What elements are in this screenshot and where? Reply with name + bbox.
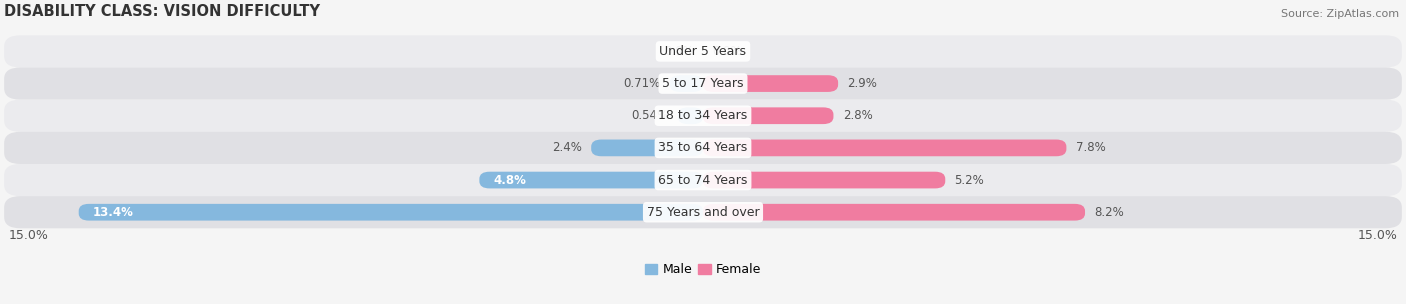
Text: 5.2%: 5.2% [955,174,984,187]
Text: 75 Years and over: 75 Years and over [647,206,759,219]
FancyBboxPatch shape [4,196,1402,228]
FancyBboxPatch shape [703,140,1066,156]
FancyBboxPatch shape [4,67,1402,100]
FancyBboxPatch shape [4,164,1402,196]
Text: 65 to 74 Years: 65 to 74 Years [658,174,748,187]
Text: 15.0%: 15.0% [8,229,49,242]
FancyBboxPatch shape [703,172,945,188]
Text: 18 to 34 Years: 18 to 34 Years [658,109,748,122]
Text: 4.8%: 4.8% [494,174,526,187]
FancyBboxPatch shape [479,172,703,188]
Text: 5 to 17 Years: 5 to 17 Years [662,77,744,90]
FancyBboxPatch shape [4,35,1402,67]
Text: 0.54%: 0.54% [631,109,668,122]
Text: 0.0%: 0.0% [713,45,742,58]
FancyBboxPatch shape [591,140,703,156]
FancyBboxPatch shape [703,107,834,124]
Text: 2.8%: 2.8% [842,109,873,122]
FancyBboxPatch shape [4,132,1402,164]
Text: 35 to 64 Years: 35 to 64 Years [658,141,748,154]
Text: 13.4%: 13.4% [93,206,134,219]
Text: DISABILITY CLASS: VISION DIFFICULTY: DISABILITY CLASS: VISION DIFFICULTY [4,4,321,19]
Text: 8.2%: 8.2% [1094,206,1123,219]
FancyBboxPatch shape [4,100,1402,132]
FancyBboxPatch shape [678,107,703,124]
FancyBboxPatch shape [79,204,703,221]
Text: 7.8%: 7.8% [1076,141,1105,154]
FancyBboxPatch shape [669,75,703,92]
Text: Under 5 Years: Under 5 Years [659,45,747,58]
FancyBboxPatch shape [703,204,1085,221]
Text: 0.0%: 0.0% [664,45,693,58]
Legend: Male, Female: Male, Female [645,263,761,276]
Text: Source: ZipAtlas.com: Source: ZipAtlas.com [1281,9,1399,19]
Text: 0.71%: 0.71% [623,77,661,90]
FancyBboxPatch shape [703,75,838,92]
Text: 2.9%: 2.9% [848,77,877,90]
Text: 2.4%: 2.4% [553,141,582,154]
Text: 15.0%: 15.0% [1357,229,1398,242]
